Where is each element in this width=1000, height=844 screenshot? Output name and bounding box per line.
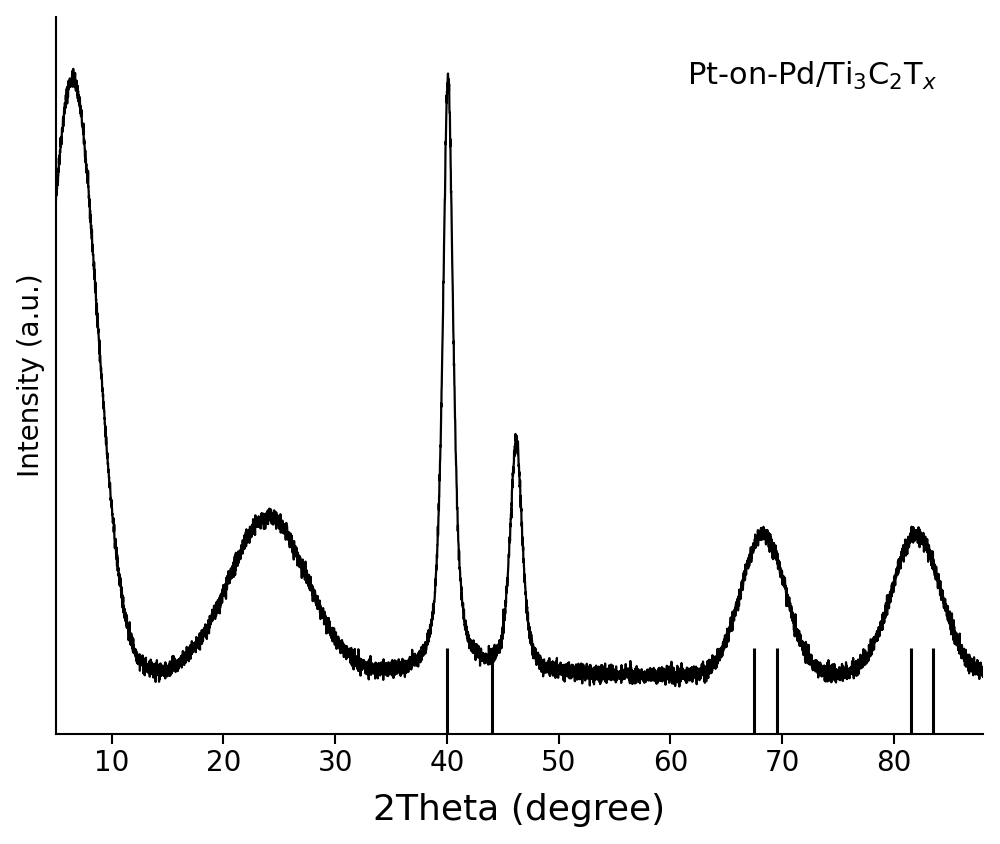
Text: Pt-on-Pd/Ti$_3$C$_2$T$_x$: Pt-on-Pd/Ti$_3$C$_2$T$_x$ (687, 60, 937, 92)
Y-axis label: Intensity (a.u.): Intensity (a.u.) (17, 273, 45, 477)
X-axis label: 2Theta (degree): 2Theta (degree) (373, 793, 666, 827)
